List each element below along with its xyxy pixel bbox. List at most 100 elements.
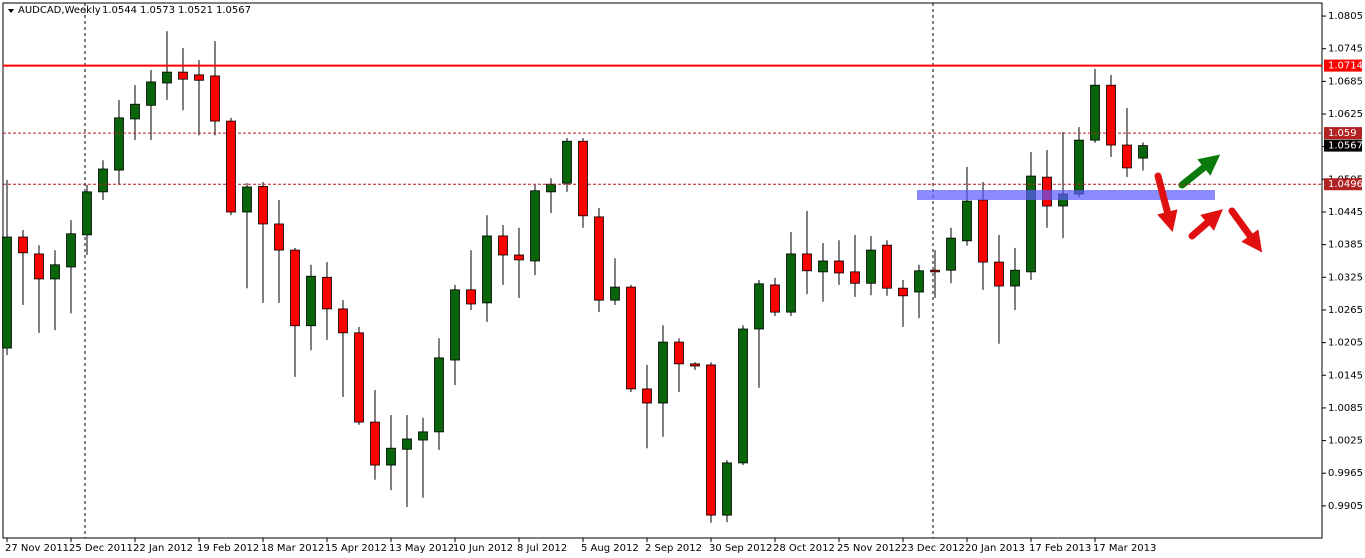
- candle-body: [450, 289, 460, 361]
- x-tick-label: 22 Jan 2012: [133, 543, 193, 554]
- header-open: 1.0544: [102, 5, 137, 16]
- candle-body: [322, 276, 332, 310]
- candle-body: [930, 269, 940, 273]
- candle-body: [1074, 139, 1084, 195]
- y-tick-label: 0.9905: [1328, 501, 1363, 512]
- candle-body: [594, 216, 604, 301]
- candle-body: [50, 264, 60, 280]
- x-tick-label: 23 Dec 2012: [901, 543, 965, 554]
- y-tick-label: 1.0445: [1328, 207, 1363, 218]
- candle-body: [1090, 84, 1100, 141]
- x-tick-label: 25 Nov 2012: [837, 543, 901, 554]
- candle-body: [434, 357, 444, 433]
- y-tick-label: 1.0685: [1328, 76, 1363, 87]
- x-tick-label: 25 Dec 2011: [69, 543, 133, 554]
- y-tick-label: 1.0745: [1328, 44, 1363, 55]
- x-tick-label: 20 Jan 2013: [965, 543, 1025, 554]
- arrow: [1178, 154, 1221, 189]
- candle-body: [1122, 144, 1132, 169]
- x-tick-label: 15 Apr 2012: [325, 543, 387, 554]
- x-tick-label: 17 Mar 2013: [1093, 543, 1156, 554]
- candle-body: [242, 186, 252, 213]
- candle-body: [946, 237, 956, 271]
- arrow: [1228, 207, 1263, 253]
- candle-body: [402, 438, 412, 450]
- candle-body: [866, 249, 876, 284]
- candle-body: [962, 200, 972, 242]
- candle-body: [834, 260, 844, 274]
- candle-body: [610, 286, 620, 301]
- candle-body: [210, 75, 220, 122]
- y-tick-label: 1.0625: [1328, 109, 1363, 120]
- candle-body: [2, 236, 12, 349]
- y-tick-label: 1.0805: [1328, 11, 1363, 22]
- x-tick-label: 10 Jun 2012: [453, 543, 513, 554]
- candle-body: [882, 244, 892, 289]
- candle-body: [370, 421, 380, 466]
- candle-body: [754, 283, 764, 330]
- y-tick-label: 0.9965: [1328, 468, 1363, 479]
- candle-body: [66, 233, 76, 268]
- candle-body: [34, 253, 44, 280]
- candle-body: [674, 341, 684, 365]
- arrow: [1188, 209, 1223, 240]
- candle-body: [1138, 145, 1148, 159]
- y-tick-label: 1.0145: [1328, 370, 1363, 381]
- arrow: [1154, 172, 1178, 233]
- y-tick-label: 1.0385: [1328, 240, 1363, 251]
- y-tick-label: 1.0325: [1328, 272, 1363, 283]
- candle-body: [386, 447, 396, 466]
- candle-body: [994, 261, 1004, 287]
- candle-body: [466, 289, 476, 305]
- price-level-label: 1.059: [1328, 128, 1357, 139]
- candle-body: [290, 249, 300, 327]
- candle-body: [162, 71, 172, 84]
- x-tick-label: 17 Feb 2013: [1029, 543, 1091, 554]
- x-tick-label: 19 Feb 2012: [197, 543, 259, 554]
- plot-area: [2, 2, 1323, 539]
- candle-body: [690, 363, 700, 367]
- candle-body: [562, 140, 572, 184]
- marks: [2, 31, 1148, 523]
- candle-body: [850, 271, 860, 284]
- candle-body: [146, 81, 156, 106]
- candle-body: [274, 223, 284, 251]
- price-level-box: [1324, 178, 1362, 191]
- x-tick-label: 18 Mar 2012: [261, 543, 324, 554]
- candle-body: [258, 186, 268, 225]
- candle-body: [498, 235, 508, 256]
- x-tick-label: 27 Nov 2011: [5, 543, 69, 554]
- header-low: 1.0521: [178, 5, 213, 16]
- candle-body: [18, 236, 28, 254]
- candle-body: [802, 253, 812, 272]
- candle-body: [194, 74, 204, 81]
- zone: [917, 190, 1215, 200]
- candle-body: [1106, 84, 1116, 146]
- candle-body: [738, 328, 748, 464]
- price-level-box: [1324, 59, 1362, 72]
- candle-body: [626, 286, 636, 390]
- y-tick-label: 1.0025: [1328, 436, 1363, 447]
- candle-body: [98, 168, 108, 193]
- candle-body: [642, 388, 652, 404]
- candle-body: [338, 308, 348, 334]
- price-level-label: 1.0496: [1328, 179, 1363, 190]
- candle-body: [1026, 175, 1036, 273]
- current-price-box: [1324, 139, 1362, 152]
- candle-body: [546, 183, 556, 193]
- header-icon: [8, 9, 14, 13]
- y-tick-label: 1.0265: [1328, 305, 1363, 316]
- x-tick-label: 5 Aug 2012: [581, 543, 639, 554]
- y-tick-label: 1.0085: [1328, 403, 1363, 414]
- candle-body: [978, 199, 988, 263]
- candle-body: [482, 235, 492, 304]
- candle-body: [114, 117, 124, 171]
- candle-body: [530, 190, 540, 262]
- chart-title: AUDCAD,Weekly: [18, 5, 101, 16]
- candle-body: [722, 462, 732, 516]
- candle-body: [578, 140, 588, 217]
- header-high: 1.0573: [140, 5, 175, 16]
- candle-body: [818, 260, 828, 273]
- candle-body: [178, 71, 188, 80]
